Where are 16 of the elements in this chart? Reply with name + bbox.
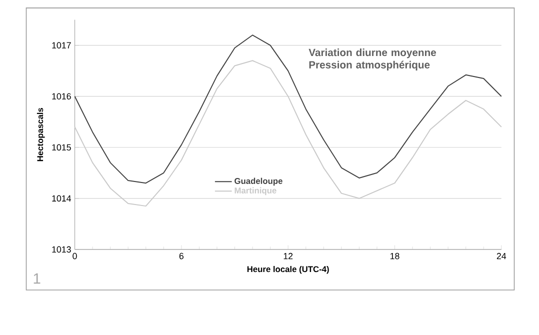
y-tick-label: 1014 [52,195,72,202]
y-tick-label: 1013 [52,246,71,253]
x-tick-label: 0 [72,253,77,260]
x-axis-title: Heure locale (UTC-4) [247,266,329,274]
x-tick-label: 6 [179,253,184,260]
x-tick-label: 12 [284,253,293,260]
x-tick-label: 24 [496,253,506,260]
y-tick-label: 1015 [52,144,71,151]
y-tick-label: 1017 [52,42,71,49]
x-tick-label: 18 [390,253,400,260]
y-tick-label: 1016 [52,93,71,100]
text: 1 [34,274,40,284]
text: Variation diurne moyenne Pression atmosphérique [308,48,436,71]
legend-label: Guadeloupe [234,178,282,186]
line-series [74,34,502,184]
y-axis-title: Hectopascals [36,108,45,162]
